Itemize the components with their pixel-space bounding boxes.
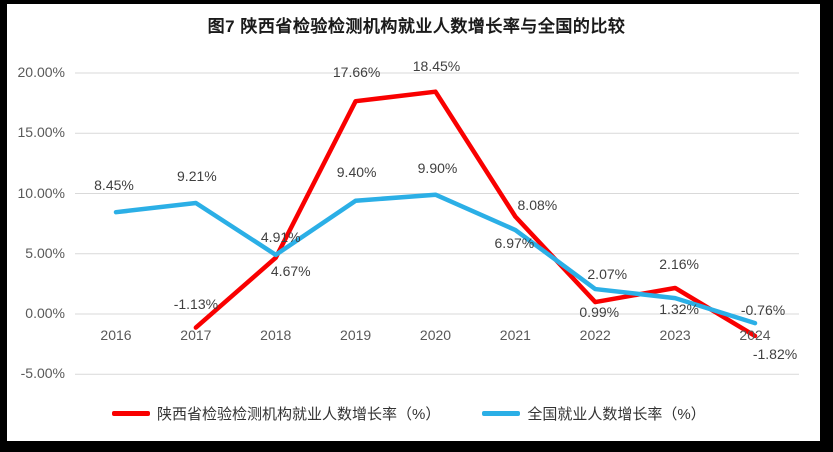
- legend-label-national: 全国就业人数增长率（%）: [527, 406, 706, 423]
- legend-item-national: 全国就业人数增长率（%）: [482, 403, 706, 424]
- series-line-0: [193, 89, 758, 339]
- legend-line-marker-shaanxi: [112, 411, 150, 416]
- legend-item-shaanxi: 陕西省检验检测机构就业人数增长率（%）: [112, 403, 440, 424]
- chart-legend: 陕西省检验检测机构就业人数增长率（%） 全国就业人数增长率（%）: [112, 403, 706, 424]
- chart-title: 图7 陕西省检验检测机构就业人数增长率与全国的比较: [207, 17, 626, 36]
- legend-label-shaanxi: 陕西省检验检测机构就业人数增长率（%）: [157, 406, 441, 423]
- legend-line-marker-national: [482, 411, 521, 416]
- series-line-1: [113, 192, 758, 326]
- chart-panel: [7, 4, 820, 441]
